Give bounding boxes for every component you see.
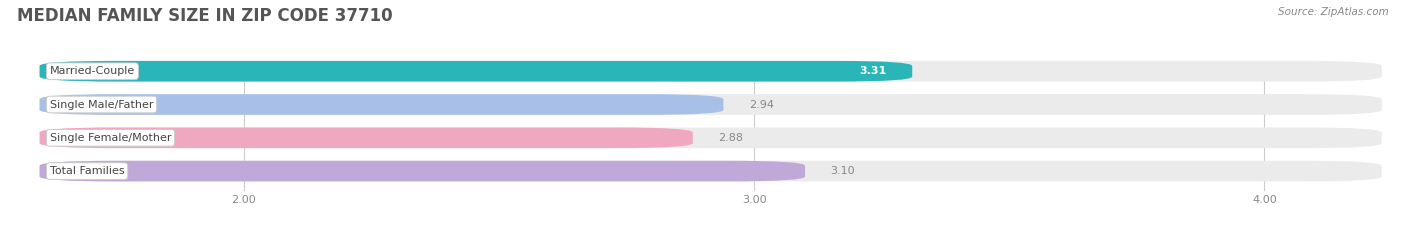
Text: Single Female/Mother: Single Female/Mother <box>49 133 172 143</box>
FancyBboxPatch shape <box>39 161 806 182</box>
FancyBboxPatch shape <box>39 127 1382 148</box>
FancyBboxPatch shape <box>39 61 1382 82</box>
FancyBboxPatch shape <box>39 94 724 115</box>
Text: 2.94: 2.94 <box>749 99 773 110</box>
Text: 3.10: 3.10 <box>831 166 855 176</box>
FancyBboxPatch shape <box>39 127 693 148</box>
Text: MEDIAN FAMILY SIZE IN ZIP CODE 37710: MEDIAN FAMILY SIZE IN ZIP CODE 37710 <box>17 7 392 25</box>
FancyBboxPatch shape <box>39 61 912 82</box>
Text: 2.88: 2.88 <box>718 133 744 143</box>
FancyBboxPatch shape <box>39 94 1382 115</box>
FancyBboxPatch shape <box>39 161 1382 182</box>
Text: Married-Couple: Married-Couple <box>49 66 135 76</box>
Text: Total Families: Total Families <box>49 166 124 176</box>
Text: Source: ZipAtlas.com: Source: ZipAtlas.com <box>1278 7 1389 17</box>
Text: Single Male/Father: Single Male/Father <box>49 99 153 110</box>
Text: 3.31: 3.31 <box>859 66 887 76</box>
